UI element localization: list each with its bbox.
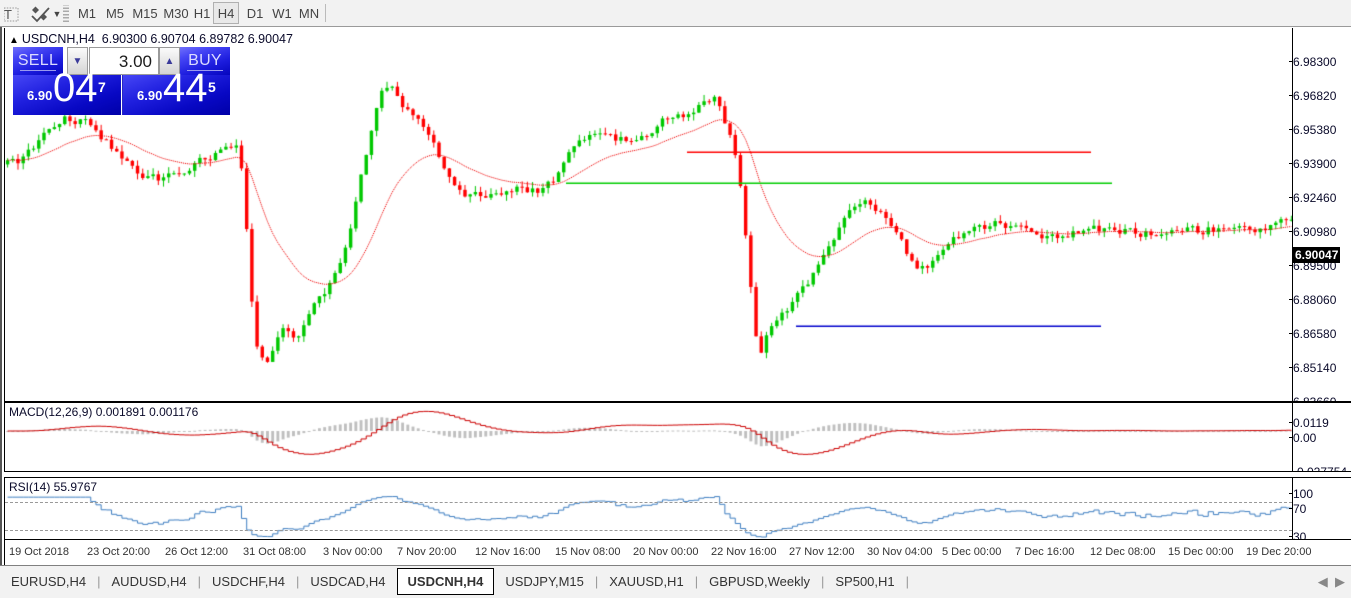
svg-text:T: T	[4, 7, 12, 22]
